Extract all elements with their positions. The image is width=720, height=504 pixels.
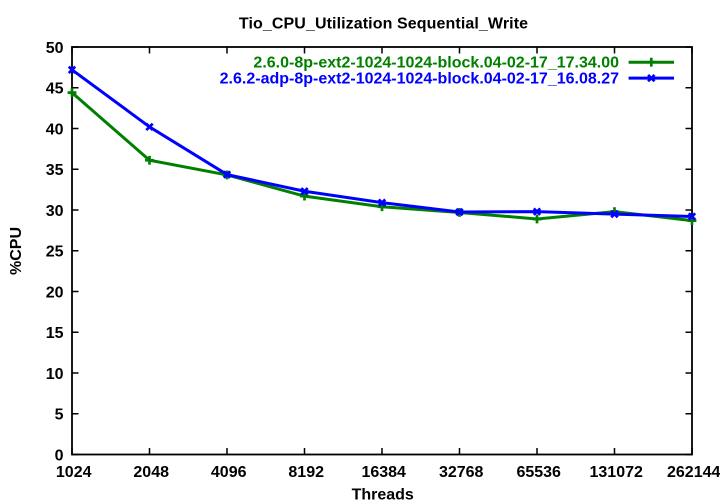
svg-text:10: 10	[46, 366, 64, 383]
svg-text:Threads: Threads	[352, 486, 414, 503]
svg-text:15: 15	[46, 325, 64, 342]
svg-text:%CPU: %CPU	[8, 227, 25, 275]
svg-text:16384: 16384	[361, 464, 406, 481]
svg-text:65536: 65536	[516, 464, 561, 481]
svg-text:50: 50	[46, 40, 64, 57]
svg-text:35: 35	[46, 162, 64, 179]
svg-text:0: 0	[55, 447, 64, 464]
svg-text:2048: 2048	[133, 464, 169, 481]
svg-text:131072: 131072	[590, 464, 643, 481]
svg-text:45: 45	[46, 81, 64, 98]
svg-text:8192: 8192	[288, 464, 324, 481]
svg-text:Tio_CPU_Utilization Sequential: Tio_CPU_Utilization Sequential_Write	[239, 16, 528, 33]
svg-text:2.6.0-8p-ext2-1024-1024-block.: 2.6.0-8p-ext2-1024-1024-block.04-02-17_1…	[253, 55, 619, 72]
svg-text:40: 40	[46, 121, 64, 138]
svg-text:262144: 262144	[667, 464, 720, 481]
svg-text:2.6.2-adp-8p-ext2-1024-1024-bl: 2.6.2-adp-8p-ext2-1024-1024-block.04-02-…	[220, 71, 619, 88]
svg-text:1024: 1024	[56, 464, 92, 481]
svg-text:25: 25	[46, 244, 64, 261]
svg-text:20: 20	[46, 284, 64, 301]
svg-text:32768: 32768	[439, 464, 484, 481]
svg-text:5: 5	[55, 407, 64, 424]
svg-text:4096: 4096	[211, 464, 247, 481]
svg-text:30: 30	[46, 203, 64, 220]
